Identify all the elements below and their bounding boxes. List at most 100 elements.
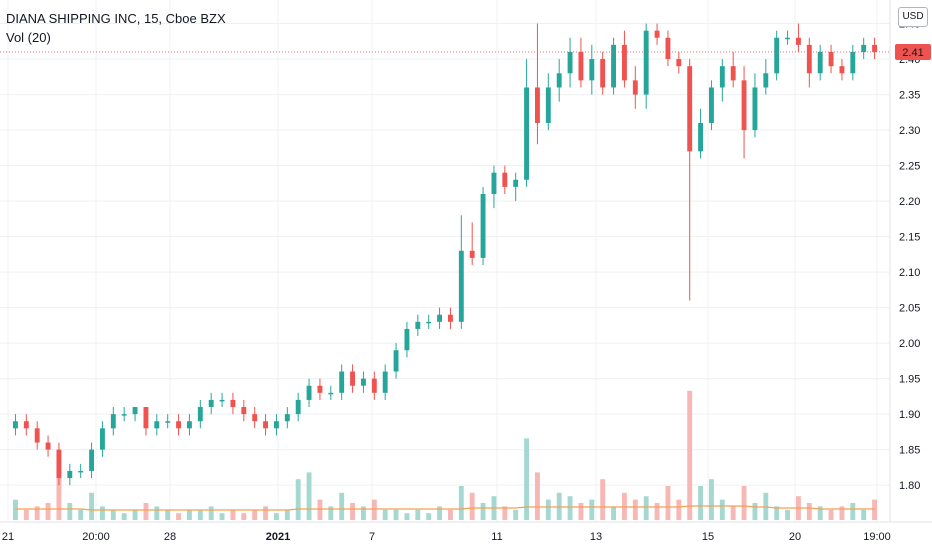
volume-bar [393, 509, 399, 520]
candle-body [273, 421, 279, 429]
candle-body [252, 414, 258, 422]
price-axis[interactable]: 1.80 1.85 1.90 1.95 2.00 2.05 2.10 2.15 2.20 2.25… [899, 19, 920, 493]
volume-bar [534, 472, 540, 520]
candle-body [12, 421, 18, 429]
volume-bar [45, 503, 51, 520]
time-tick-label: 28 [164, 531, 176, 543]
candle-body [426, 321, 432, 324]
volume-bar [306, 472, 312, 520]
volume-bar [34, 506, 40, 520]
candle-body [132, 407, 138, 415]
volume-bar [371, 499, 377, 520]
volume-bar [850, 503, 856, 520]
candle-body [850, 51, 856, 74]
price-tick-label: 2.30 [899, 125, 920, 137]
volume-bar [12, 499, 18, 520]
price-tick-label: 1.85 [899, 445, 920, 457]
volume-bar [839, 506, 845, 520]
candle-body [99, 428, 105, 450]
time-axis[interactable]: 21 20:00 28 2021 7 11 13 15 20 19:00 [2, 531, 891, 543]
time-tick-label: 11 [491, 531, 502, 543]
price-tick-label: 2.35 [899, 90, 920, 102]
time-tick-label: 13 [590, 531, 602, 543]
volume-bar [121, 513, 127, 520]
candle-body [698, 122, 704, 152]
volume-bar [600, 479, 606, 520]
candle-body [774, 37, 780, 74]
candle-body [719, 66, 725, 88]
candle-body [513, 179, 519, 187]
candle-body [78, 470, 84, 473]
candle-body [415, 321, 421, 329]
volume-bar [708, 479, 714, 520]
volume-bar [676, 499, 682, 520]
candle-body [676, 59, 682, 67]
candle-body [197, 407, 203, 422]
volume-bar [480, 503, 486, 520]
volume-bar [241, 513, 247, 520]
time-tick-label: 20 [789, 531, 801, 543]
candle-body [839, 66, 845, 74]
chart-title[interactable]: DIANA SHIPPING INC, 15, Cboe BZX [6, 11, 226, 26]
candle-body [23, 421, 29, 429]
candle-body [176, 421, 182, 429]
price-tick-label: 1.80 [899, 480, 920, 492]
volume-bar [132, 509, 138, 520]
volume-bar [513, 509, 519, 520]
candle-body [524, 87, 530, 180]
volume-bar [447, 509, 453, 520]
volume-bar [350, 503, 356, 520]
price-tick-label: 2.25 [899, 161, 920, 173]
volume-bar [545, 499, 551, 520]
volume-bar [382, 509, 388, 520]
volume-bar [426, 513, 432, 520]
candle-body [708, 87, 714, 123]
time-tick-label: 15 [702, 531, 714, 543]
volume-bar [273, 513, 279, 520]
candle-body [393, 350, 399, 372]
volume-bar [611, 506, 617, 520]
candle-body [795, 37, 801, 45]
volume-bar [56, 458, 62, 520]
price-tick-label: 1.95 [899, 374, 920, 386]
volume-indicator-label[interactable]: Vol (20) [6, 30, 51, 45]
candle-body [328, 392, 334, 395]
volume-bar [78, 509, 84, 520]
candle-body [154, 421, 160, 429]
volume-bar [643, 496, 649, 520]
volume-bar [752, 503, 758, 520]
volume-bar [437, 506, 443, 520]
price-tick-label: 2.05 [899, 303, 920, 315]
candle-body [186, 421, 192, 429]
volume-bar [165, 509, 171, 520]
candlesticks [12, 23, 878, 486]
volume-bar [360, 506, 366, 520]
candle-body [741, 80, 747, 131]
candle-body [578, 51, 584, 81]
currency-button[interactable]: USD [898, 7, 928, 27]
volume-bar [208, 506, 214, 520]
candle-body [806, 44, 812, 74]
candle-body [143, 407, 149, 429]
volume-bar [469, 492, 475, 520]
candle-body [360, 378, 366, 386]
candle-body [502, 172, 508, 187]
candle-body [534, 87, 540, 123]
volume-bar [295, 479, 301, 520]
candle-body [110, 414, 116, 429]
volume-bar [176, 513, 182, 520]
volume-bar [828, 509, 834, 520]
candle-body [295, 399, 301, 415]
candle-body [339, 371, 345, 393]
volume-bar [404, 513, 410, 520]
candle-body [67, 470, 73, 479]
last-price-badge: 2.41 [895, 43, 931, 60]
time-tick-label: 7 [369, 531, 375, 543]
volume-bar [589, 499, 595, 520]
candle-body [469, 250, 475, 258]
volume-bar [23, 509, 29, 520]
candle-body [545, 87, 551, 123]
candle-body [611, 44, 617, 88]
candle-body [567, 51, 573, 74]
